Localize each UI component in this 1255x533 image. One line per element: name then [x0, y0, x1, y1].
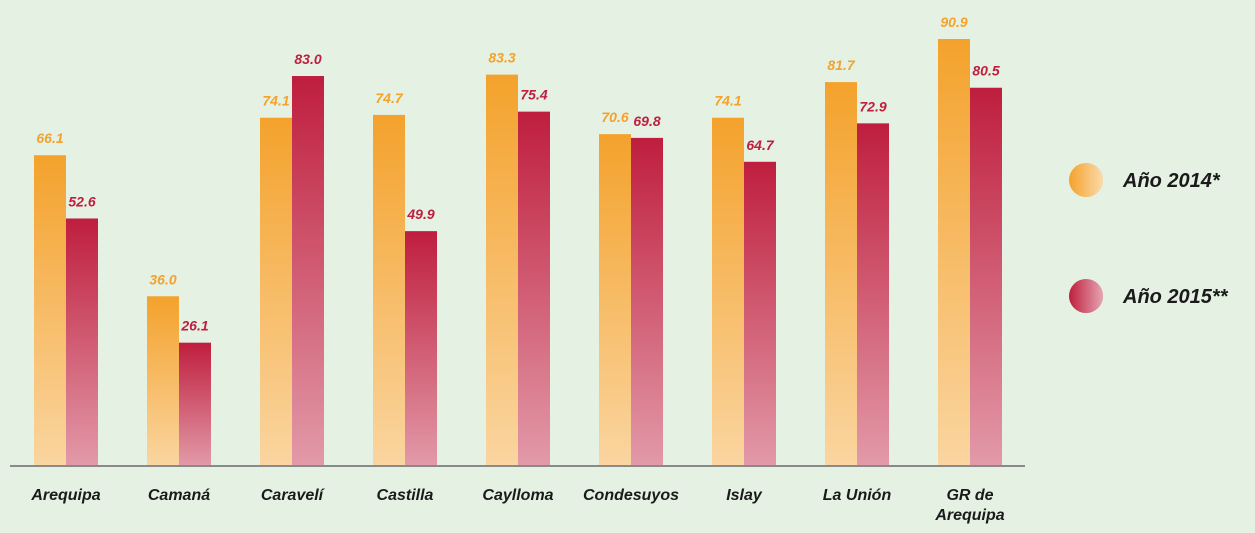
x-tick-label: La Unión	[822, 487, 892, 504]
bar-shade	[147, 296, 179, 465]
value-label: 81.7	[827, 57, 855, 73]
bar-shade	[292, 76, 324, 465]
legend-label: Año 2014*	[1122, 170, 1221, 192]
bar-shade	[373, 114, 405, 466]
legend-label: Año 2015**	[1122, 286, 1229, 308]
value-label: 66.1	[36, 130, 63, 146]
bar-shade	[938, 39, 970, 465]
value-label: 36.0	[149, 271, 176, 287]
legend-swatch-shade	[1069, 163, 1103, 197]
value-label: 70.6	[601, 109, 628, 125]
bar-shade	[66, 218, 98, 465]
value-label: 72.9	[859, 98, 886, 114]
bar-shade	[631, 137, 663, 465]
bar-shade	[599, 134, 631, 465]
bar-shade	[34, 155, 66, 465]
bar-shade	[518, 111, 550, 466]
x-tick-label: Camaná	[147, 487, 211, 504]
value-label: 26.1	[180, 318, 208, 334]
bar-shade	[712, 117, 744, 466]
x-tick-label: Arequipa	[31, 487, 101, 504]
x-tick-label: GR de Arequipa	[935, 487, 1005, 524]
bar-shade	[179, 342, 211, 465]
value-label: 64.7	[746, 137, 774, 153]
value-label: 74.1	[714, 93, 741, 109]
bar-shade	[486, 74, 518, 466]
bar-shade	[970, 87, 1002, 466]
bar-shade	[260, 117, 292, 466]
x-tick-label: Caravelí	[260, 487, 324, 504]
value-label: 80.5	[972, 63, 999, 79]
value-label: 49.9	[406, 206, 434, 222]
bar-shade	[744, 161, 776, 466]
bar-shade	[405, 231, 437, 465]
x-tick-label: Castilla	[376, 487, 434, 504]
value-label: 74.7	[375, 90, 403, 106]
bar-shade	[857, 123, 889, 465]
value-label: 74.1	[262, 93, 289, 109]
value-label: 52.6	[68, 193, 95, 209]
x-tick-label: Condesuyos	[582, 487, 679, 504]
x-tick-label: Islay	[726, 487, 762, 504]
value-label: 83.0	[294, 51, 321, 67]
value-label: 69.8	[633, 113, 660, 129]
value-label: 90.9	[940, 14, 967, 30]
legend-swatch-shade	[1069, 279, 1103, 313]
value-label: 83.3	[488, 50, 515, 66]
x-tick-label: Caylloma	[482, 487, 554, 504]
value-label: 75.4	[520, 87, 547, 103]
bar-shade	[825, 82, 857, 465]
